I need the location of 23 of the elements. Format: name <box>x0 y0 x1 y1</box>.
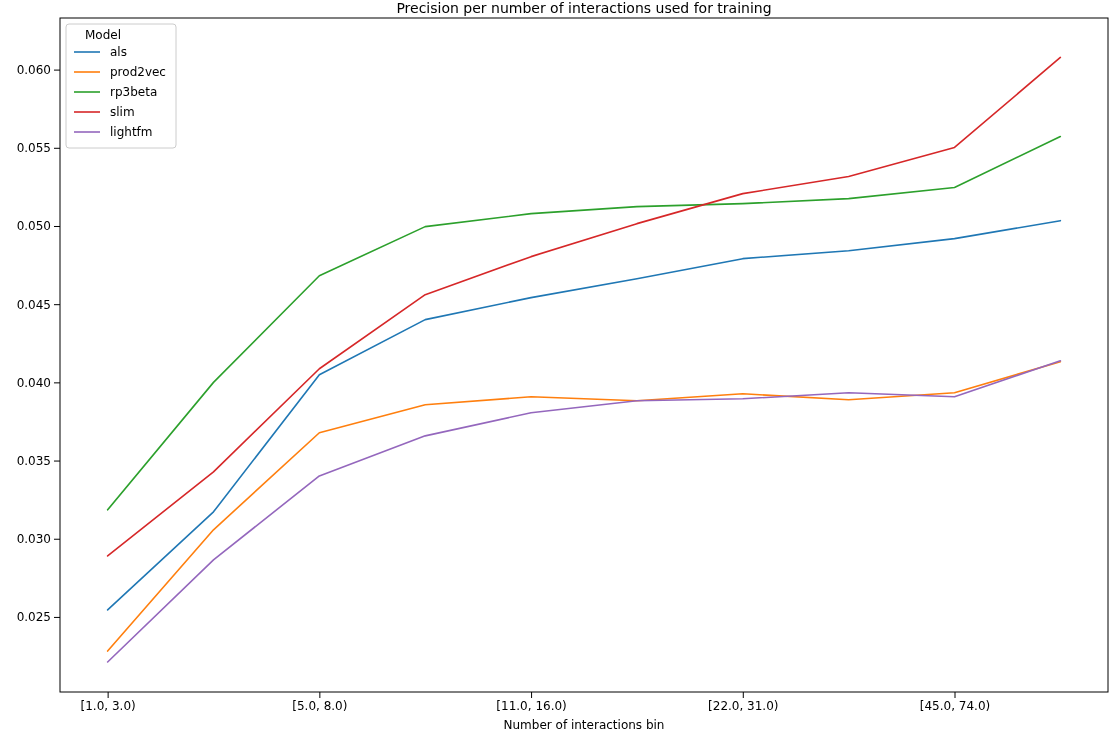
y-tick-label: 0.055 <box>16 141 51 156</box>
y-tick-label: 0.030 <box>16 532 51 547</box>
x-tick-label: [22.0, 31.0) <box>708 698 779 713</box>
legend-label: rp3beta <box>110 85 158 99</box>
x-axis-title: Number of interactions bin <box>503 718 665 732</box>
chart-title: Precision per number of interactions used for training <box>396 0 772 16</box>
x-tick-label: [5.0, 8.0) <box>292 698 348 713</box>
legend-label: als <box>110 45 127 59</box>
x-tick-label: [1.0, 3.0) <box>80 698 136 713</box>
x-tick-label: [11.0, 16.0) <box>496 698 567 713</box>
legend-label: slim <box>110 105 135 119</box>
y-tick-label: 0.025 <box>16 610 51 625</box>
x-tick-label: [45.0, 74.0) <box>919 698 991 713</box>
y-tick-label: 0.050 <box>16 219 51 234</box>
y-tick-label: 0.040 <box>16 375 51 390</box>
y-tick-label: 0.045 <box>16 297 51 312</box>
legend-label: lightfm <box>110 125 153 139</box>
y-tick-label: 0.035 <box>16 453 51 468</box>
line-series <box>106 56 1062 557</box>
y-tick-label: 0.060 <box>16 62 51 77</box>
legend-label: prod2vec <box>110 65 166 79</box>
legend-title: Model <box>84 28 122 42</box>
line-series <box>106 219 1062 611</box>
